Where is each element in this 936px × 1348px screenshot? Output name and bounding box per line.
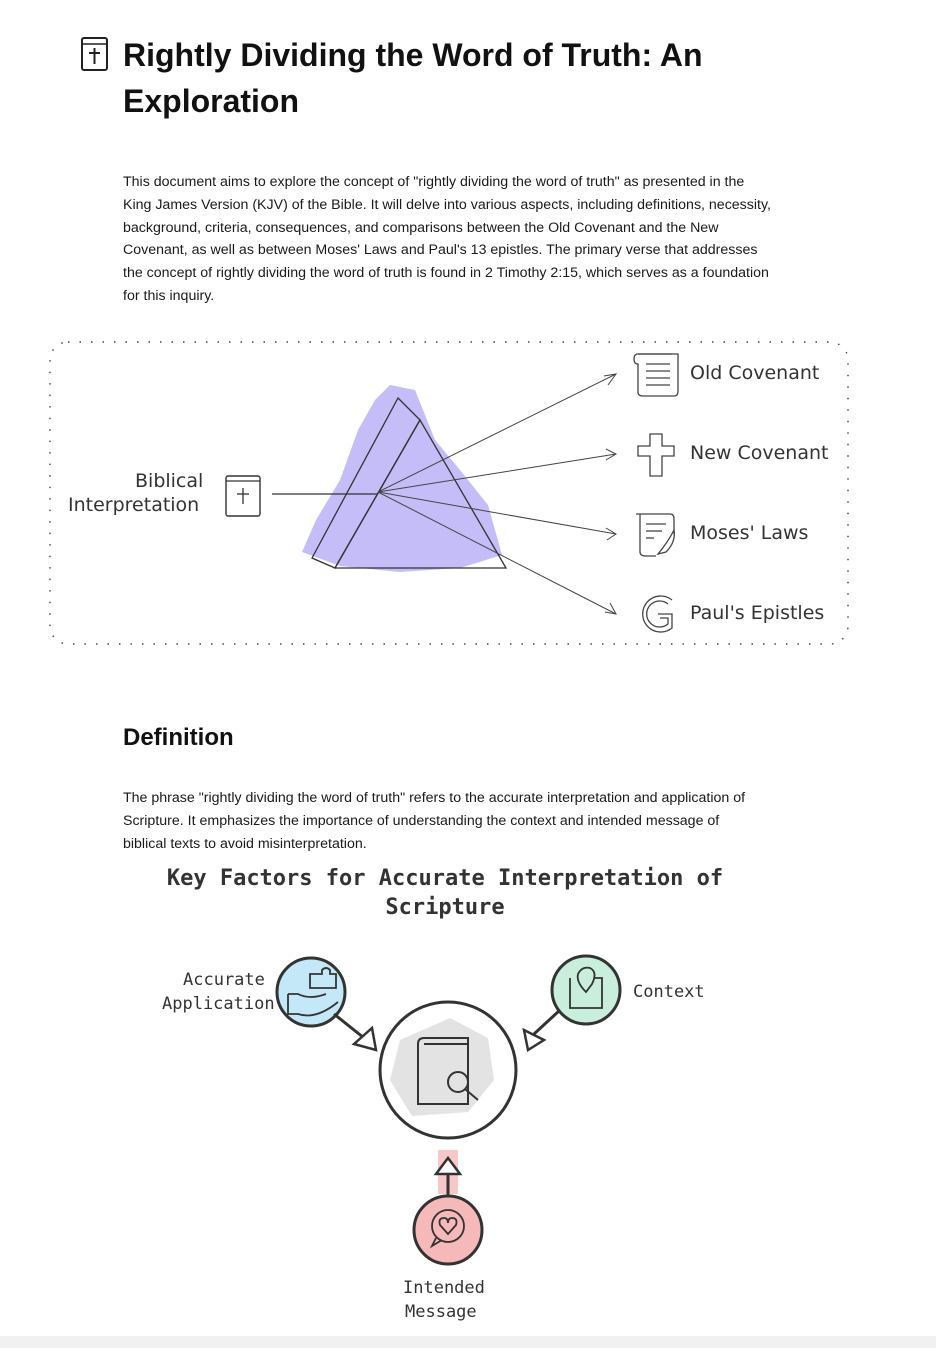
- prism-diagram: Biblical Interpretation Old Covenant New…: [40, 330, 860, 660]
- factor-label-accurate: Accurate: [183, 968, 265, 992]
- cross-icon: [638, 434, 674, 476]
- key-factors-diagram: Accurate Application Context Intended Me…: [150, 940, 770, 1340]
- definition-paragraph: The phrase "rightly dividing the word of…: [123, 787, 763, 855]
- scroll-icon: [634, 354, 678, 396]
- source-label-line2: Interpretation: [68, 494, 199, 516]
- bottom-scroll-area: [0, 1336, 936, 1348]
- definition-heading: Definition: [123, 724, 234, 752]
- bible-book-icon: [226, 476, 260, 516]
- source-label-line1: Biblical: [135, 470, 203, 492]
- bible-icon: [80, 36, 110, 74]
- output-label-new-covenant: New Covenant: [690, 442, 828, 464]
- factor-label-message: Message: [405, 1300, 477, 1324]
- factor-label-context: Context: [633, 980, 705, 1004]
- output-label-old-covenant: Old Covenant: [690, 362, 819, 384]
- page-title: Rightly Dividing the Word of Truth: An E…: [123, 32, 783, 124]
- output-label-pauls-epistles: Paul's Epistles: [690, 602, 824, 624]
- intro-paragraph: This document aims to explore the concep…: [123, 171, 773, 308]
- output-label-moses-laws: Moses' Laws: [690, 522, 808, 544]
- factor-label-application: Application: [162, 992, 275, 1016]
- letter-g-icon: [643, 596, 672, 632]
- key-factors-title: Key Factors for Accurate Interpretation …: [160, 864, 730, 922]
- law-scroll-icon: [636, 514, 674, 556]
- prism-highlight: [302, 385, 502, 572]
- factor-label-intended: Intended: [403, 1276, 485, 1300]
